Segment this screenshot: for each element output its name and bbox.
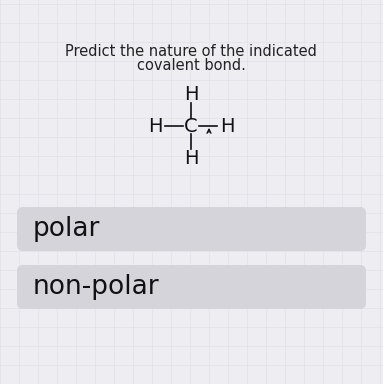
FancyBboxPatch shape — [17, 207, 366, 251]
Text: H: H — [220, 116, 234, 136]
Text: H: H — [184, 84, 198, 104]
Text: polar: polar — [33, 216, 100, 242]
Text: C: C — [184, 116, 198, 136]
Text: H: H — [184, 149, 198, 167]
Text: non-polar: non-polar — [33, 274, 160, 300]
Text: Predict the nature of the indicated: Predict the nature of the indicated — [65, 43, 317, 58]
Text: covalent bond.: covalent bond. — [137, 58, 246, 73]
Text: H: H — [148, 116, 162, 136]
FancyBboxPatch shape — [17, 265, 366, 309]
